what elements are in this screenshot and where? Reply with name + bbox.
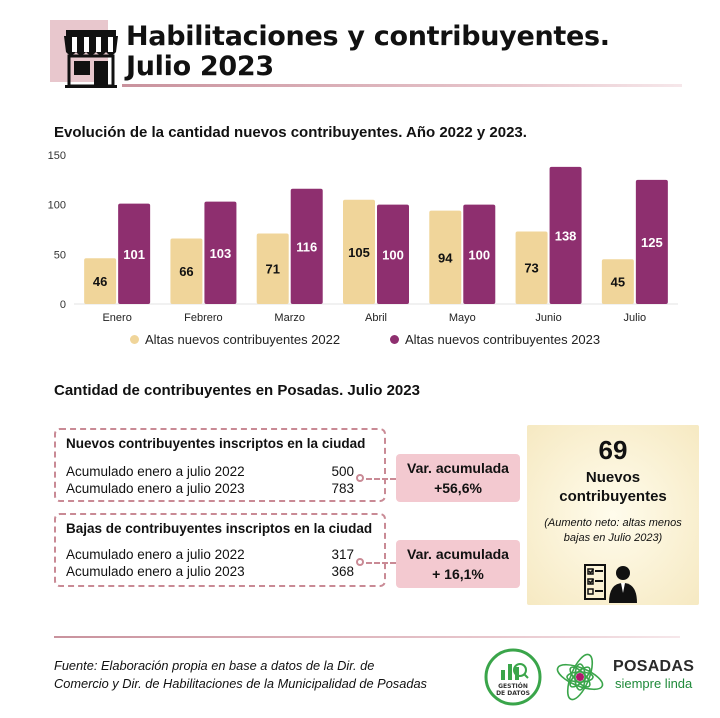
legend-item-2023: Altas nuevos contribuyentes 2023 (390, 332, 600, 347)
nuevos-var-label: Var. acumulada (407, 460, 509, 476)
person-checklist-icon (584, 564, 637, 603)
data-label: 94 (438, 250, 453, 265)
bar-2023 (463, 204, 496, 304)
data-label: 103 (210, 246, 232, 261)
header: Habilitaciones y contribuyentes. Julio 2… (50, 14, 682, 88)
y-tick-label: 0 (60, 299, 66, 311)
bar-2023 (377, 204, 409, 304)
data-label: 100 (382, 247, 404, 262)
x-tick-label: Febrero (184, 312, 223, 324)
bajas-title: Bajas de contribuyentes inscriptos en la… (66, 521, 373, 536)
bar-2023 (118, 203, 151, 304)
bajas-var-box: Var. acumulada + 16,1% (396, 540, 520, 588)
data-label: 100 (468, 247, 490, 262)
header-rule (122, 84, 682, 87)
logo1-text-2: DE DATOS (496, 690, 530, 697)
data-label: 71 (265, 262, 279, 277)
nuevos-row-2023-value: 783 (331, 481, 354, 496)
posadas-flower-logo (556, 653, 604, 701)
x-tick-label: Marzo (274, 312, 305, 324)
bar-2023 (204, 201, 237, 304)
data-label: 45 (611, 275, 625, 290)
x-tick-label: Mayo (449, 312, 476, 324)
bajas-box: Bajas de contribuyentes inscriptos en la… (54, 513, 386, 587)
x-tick-label: Enero (102, 312, 131, 324)
title-line-1: Habilitaciones y contribuyentes. (126, 21, 610, 52)
nuevos-row-2022-label: Acumulado enero a julio 2022 (66, 464, 245, 479)
y-tick-label: 150 (48, 150, 66, 162)
legend-swatch-2023 (390, 335, 399, 344)
legend-label-2023: Altas nuevos contribuyentes 2023 (405, 332, 601, 347)
bar-2022 (256, 233, 289, 304)
data-label: 66 (179, 264, 193, 279)
bar-2022 (601, 259, 634, 304)
x-tick-label: Abril (365, 312, 387, 324)
nuevos-connector-dot (356, 474, 364, 482)
page-title: Habilitaciones y contribuyentes. Julio 2… (126, 22, 610, 82)
nuevos-box: Nuevos contribuyentes inscriptos en la c… (54, 428, 386, 502)
posadas-logo-title: POSADAS (613, 658, 695, 675)
bar-2023 (290, 188, 323, 304)
data-label: 101 (123, 247, 145, 262)
bajas-row-2022-label: Acumulado enero a julio 2022 (66, 547, 245, 562)
nuevos-var-value: +56,6% (434, 480, 482, 496)
legend-swatch-2022 (130, 335, 139, 344)
bajas-row-2022-value: 317 (331, 547, 354, 562)
bajas-row-2023-label: Acumulado enero a julio 2023 (66, 564, 245, 579)
posadas-logo-text: POSADAS siempre linda (613, 658, 694, 691)
summary-card: 69 Nuevos contribuyentes (Aumento neto: … (527, 425, 699, 605)
data-label: 105 (348, 245, 370, 260)
title-line-2: Julio 2023 (126, 51, 274, 82)
summary-label-line-1: Nuevos (585, 469, 641, 486)
bar-2022 (84, 258, 117, 304)
posadas-logo-subtitle: siempre linda (614, 676, 693, 691)
bajas-var-label: Var. acumulada (407, 546, 509, 562)
nuevos-row-2023-label: Acumulado enero a julio 2023 (66, 481, 245, 496)
data-label: 116 (296, 239, 317, 254)
x-tick-label: Julio (624, 312, 647, 324)
bar-2023 (635, 179, 668, 304)
footer-rule (54, 636, 680, 638)
data-label: 125 (641, 235, 663, 250)
y-tick-label: 100 (48, 200, 66, 212)
legend-label-2022: Altas nuevos contribuyentes 2022 (145, 332, 341, 347)
bar-chart: 0 50 100 150 46 101 Enero 66 103 Febrero 71 116 Marz… (48, 150, 678, 324)
bar-2022 (515, 231, 548, 304)
shop-awning-icon (64, 30, 118, 88)
summary-number: 69 (598, 435, 628, 465)
bar-2022 (429, 210, 462, 304)
source-note: Fuente: Elaboración propia en base a dat… (54, 657, 474, 693)
bar-2022 (170, 238, 203, 304)
nuevos-title: Nuevos contribuyentes inscriptos en la c… (66, 436, 366, 451)
summary-label-line-2: contribuyentes (559, 488, 667, 505)
data-label: 73 (524, 261, 538, 276)
bajas-var-value: + 16,1% (432, 566, 484, 582)
nuevos-row-2022-value: 500 (331, 464, 354, 479)
bar-2023 (549, 166, 582, 304)
bajas-row-2023-value: 368 (331, 564, 354, 579)
legend-item-2022: Altas nuevos contribuyentes 2022 (130, 332, 340, 347)
bajas-connector-dot (356, 558, 364, 566)
bar-2022 (343, 199, 375, 304)
x-tick-label: Junio (535, 312, 561, 324)
nuevos-connector (366, 478, 396, 480)
source-line-2: Comercio y Dir. de Habilitaciones de la … (54, 676, 427, 691)
nuevos-var-box: Var. acumulada +56,6% (396, 454, 520, 502)
bajas-connector (366, 562, 396, 564)
data-label: 46 (93, 274, 107, 289)
section-title-contribuyentes: Cantidad de contribuyentes en Posadas. J… (54, 382, 420, 399)
source-line-1: Fuente: Elaboración propia en base a dat… (54, 658, 375, 673)
y-tick-label: 50 (54, 249, 66, 261)
summary-label: Nuevos contribuyentes (527, 468, 699, 506)
chart-title: Evolución de la cantidad nuevos contribu… (54, 124, 527, 141)
gestion-de-datos-logo: GESTIÓN DE DATOS (484, 648, 542, 706)
summary-note: (Aumento neto: altas menos bajas en Juli… (544, 517, 682, 544)
data-label: 138 (555, 228, 577, 243)
logo1-text-1: GESTIÓN (498, 683, 528, 690)
